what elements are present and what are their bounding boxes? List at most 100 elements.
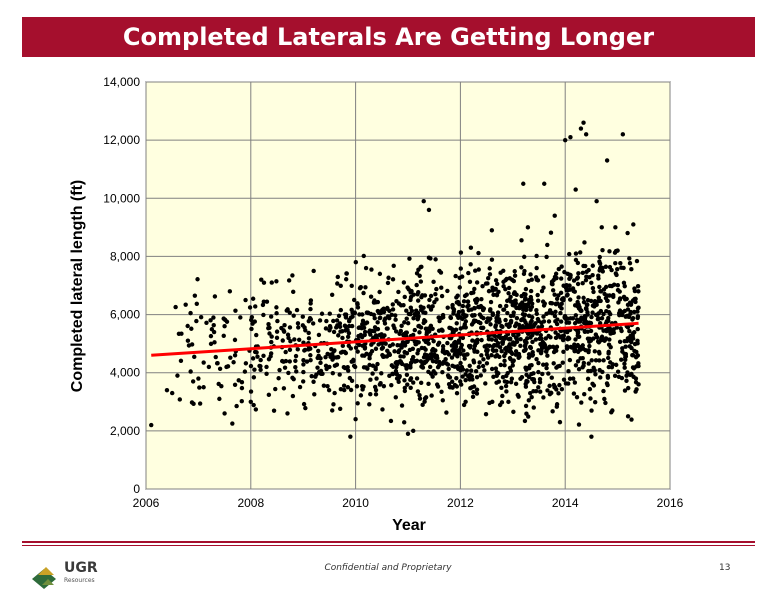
data-point xyxy=(585,376,591,381)
data-point xyxy=(321,383,327,388)
data-point xyxy=(624,378,629,383)
y-axis-label: Completed lateral length (ft) xyxy=(69,180,86,392)
data-point xyxy=(468,262,473,267)
data-point xyxy=(287,359,292,364)
data-point xyxy=(352,310,358,316)
data-point xyxy=(394,298,399,304)
data-point xyxy=(348,387,354,393)
data-point xyxy=(568,344,573,350)
data-point xyxy=(283,349,288,355)
data-point xyxy=(440,398,445,403)
data-point xyxy=(507,365,513,371)
data-point xyxy=(178,358,184,363)
data-point xyxy=(576,271,581,276)
data-point xyxy=(476,364,481,370)
data-point xyxy=(308,353,313,358)
data-point xyxy=(525,379,530,384)
trend-line xyxy=(151,321,639,357)
data-point xyxy=(318,360,323,366)
data-point xyxy=(440,344,446,349)
data-point xyxy=(527,363,533,368)
data-point xyxy=(301,379,306,384)
data-point xyxy=(192,293,198,298)
data-point xyxy=(336,333,341,338)
data-point xyxy=(468,245,474,250)
data-point xyxy=(261,353,266,359)
data-point xyxy=(334,318,340,323)
data-point xyxy=(624,373,629,378)
data-point xyxy=(440,349,445,354)
data-point xyxy=(628,309,633,315)
data-point xyxy=(372,316,377,321)
data-point xyxy=(619,375,625,381)
data-point xyxy=(446,366,451,372)
data-point xyxy=(437,359,442,365)
data-point xyxy=(238,315,243,320)
data-point xyxy=(275,318,280,324)
data-point xyxy=(574,394,580,400)
data-point xyxy=(551,277,556,283)
data-point xyxy=(465,299,471,304)
data-point xyxy=(448,315,454,321)
data-point xyxy=(338,283,343,289)
data-point xyxy=(504,345,509,350)
data-point xyxy=(466,303,471,308)
data-point xyxy=(583,306,589,311)
data-point xyxy=(185,323,190,329)
data-point xyxy=(499,349,504,354)
data-point xyxy=(266,322,271,327)
data-point xyxy=(603,284,609,290)
data-point xyxy=(493,366,499,371)
data-point xyxy=(340,343,346,349)
data-point xyxy=(523,295,528,301)
data-point xyxy=(345,365,350,370)
data-point xyxy=(361,253,366,259)
data-point xyxy=(524,322,530,328)
data-point xyxy=(375,326,381,332)
data-point xyxy=(291,289,296,295)
data-point xyxy=(368,377,373,382)
data-point xyxy=(324,366,329,372)
data-point xyxy=(411,428,416,434)
data-point xyxy=(608,360,613,365)
y-tick-label: 4,000 xyxy=(110,366,140,380)
data-point xyxy=(529,394,534,400)
data-point xyxy=(430,348,435,353)
data-point xyxy=(271,408,277,413)
data-point xyxy=(183,302,188,307)
data-point xyxy=(572,289,577,294)
data-point xyxy=(524,411,529,416)
data-point xyxy=(543,336,549,341)
data-point xyxy=(554,365,559,370)
data-point xyxy=(301,401,307,407)
data-point xyxy=(315,365,320,370)
data-point xyxy=(622,361,627,366)
data-point xyxy=(249,314,255,320)
data-point xyxy=(488,316,493,321)
data-point xyxy=(555,317,560,322)
data-point xyxy=(426,255,432,260)
data-point xyxy=(573,363,579,368)
data-point xyxy=(359,334,365,340)
data-point xyxy=(332,363,338,368)
data-point xyxy=(603,327,609,333)
data-point xyxy=(412,359,418,364)
data-point xyxy=(506,399,511,405)
data-point xyxy=(380,307,385,313)
data-point xyxy=(209,327,215,332)
data-point xyxy=(550,282,555,287)
data-point xyxy=(379,332,384,337)
data-point xyxy=(539,336,544,341)
data-point xyxy=(188,369,193,374)
data-point xyxy=(526,278,531,284)
data-point xyxy=(400,340,406,345)
data-point xyxy=(415,298,421,303)
data-point xyxy=(458,250,464,255)
data-point xyxy=(315,355,320,361)
data-point xyxy=(586,348,591,353)
data-point xyxy=(390,307,396,312)
data-point xyxy=(325,383,330,389)
data-point xyxy=(589,358,594,363)
data-point xyxy=(257,363,262,369)
data-point xyxy=(367,353,372,358)
